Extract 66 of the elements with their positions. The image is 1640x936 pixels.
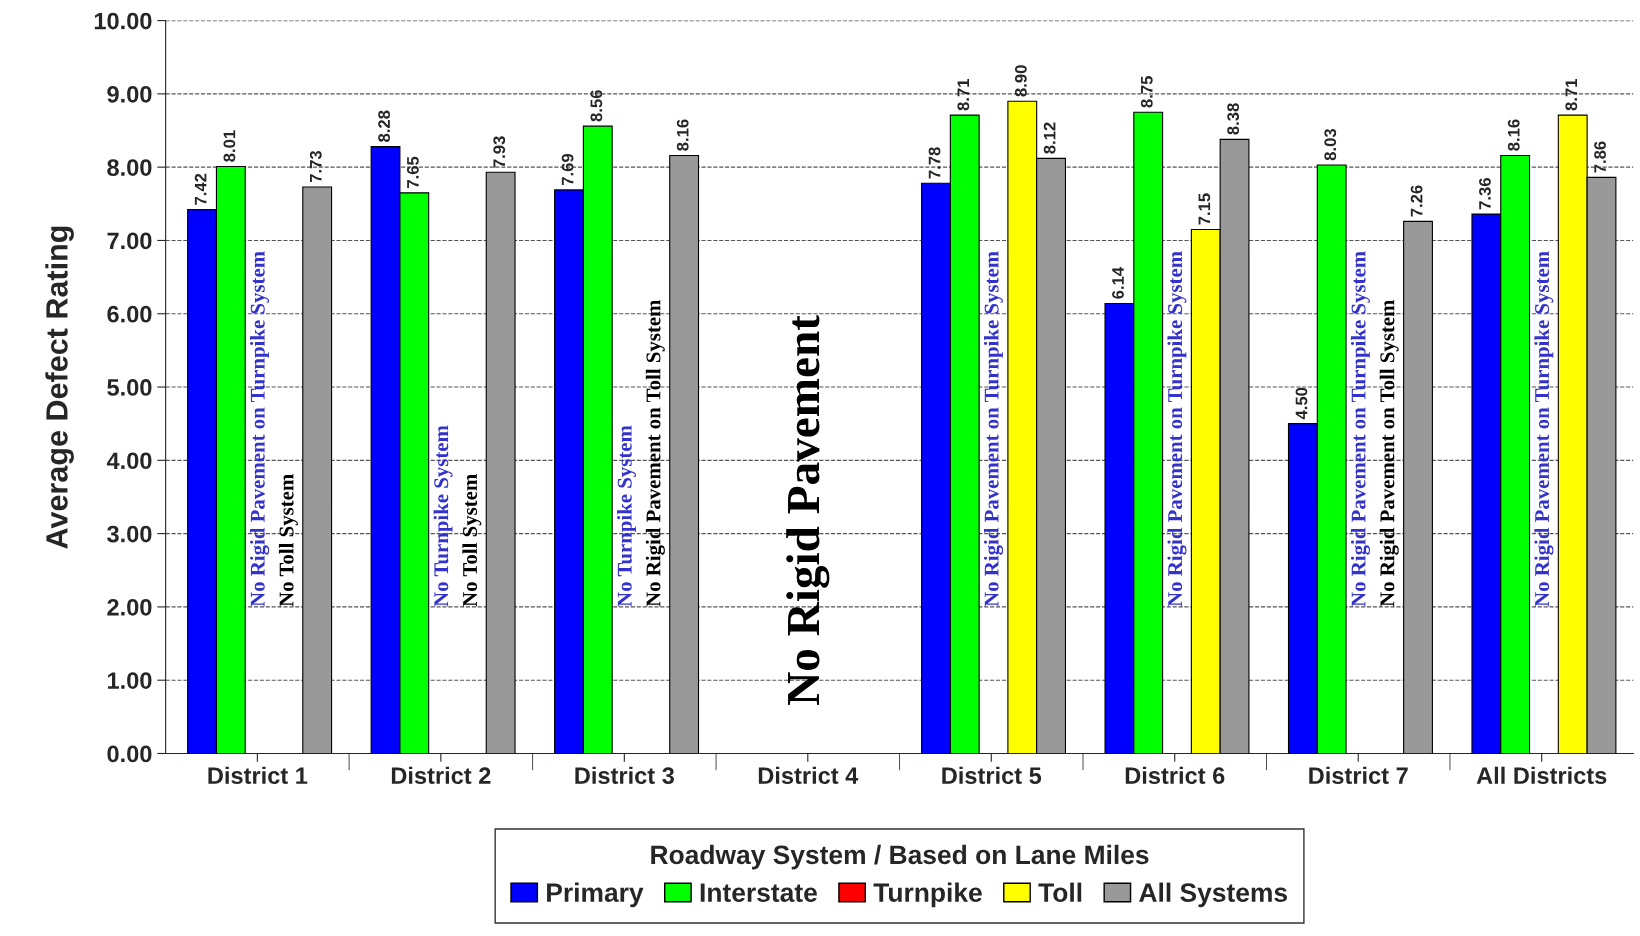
legend-label: Interstate — [700, 883, 817, 902]
data-label: 8.16 — [676, 119, 689, 151]
annotation: No Rigid Pavement on Toll System — [1379, 299, 1399, 607]
data-label: 7.42 — [194, 173, 207, 205]
y-tick-label: 7.00 — [107, 232, 152, 250]
y-axis-title: Average Defect Rating — [45, 226, 74, 549]
data-label: 7.78 — [928, 147, 941, 179]
y-tick-label: 2.00 — [107, 598, 152, 616]
data-label: 8.75 — [1140, 76, 1153, 108]
legend-title: Roadway System / Based on Lane Miles — [651, 844, 1149, 870]
x-tick-label: District 4 — [758, 766, 859, 785]
x-tick-label: District 1 — [208, 766, 308, 785]
data-label: 8.71 — [1565, 78, 1578, 111]
bar — [1403, 220, 1433, 754]
annotation: No Turnpike System — [617, 425, 637, 607]
legend-label: Toll — [1038, 882, 1082, 902]
annotation: No Rigid Pavement — [786, 315, 830, 705]
data-label: 7.26 — [1410, 185, 1423, 217]
data-label: 8.90 — [1014, 65, 1027, 97]
data-label: 4.50 — [1295, 387, 1308, 420]
legend-label: Turnpike — [873, 882, 982, 908]
annotation: No Turnpike System — [433, 425, 453, 607]
annotation: No Rigid Pavement on Turnpike System — [1167, 251, 1187, 607]
data-label: 8.01 — [223, 130, 236, 162]
annotation: No Rigid Pavement on Toll System — [645, 299, 665, 607]
y-tick-label: 3.00 — [107, 525, 152, 543]
y-tick-label: 4.00 — [106, 452, 152, 470]
annotation: No Rigid Pavement on Turnpike System — [983, 251, 1004, 607]
data-label: 8.16 — [1507, 119, 1520, 151]
data-label: 8.12 — [1043, 122, 1056, 154]
bar — [669, 154, 700, 754]
data-label: 7.69 — [561, 153, 574, 186]
data-label: 7.86 — [1594, 141, 1606, 173]
y-tick-label: 10.00 — [94, 12, 152, 30]
data-label: 8.56 — [590, 90, 603, 122]
legend-label: Primary — [547, 882, 644, 908]
data-label: 7.36 — [1479, 178, 1491, 210]
annotation: No Rigid Pavement on Turnpike System — [250, 251, 270, 607]
bar — [485, 171, 516, 754]
annotation: No Rigid Pavement on Turnpike System — [1350, 251, 1370, 607]
y-tick-label: 8.00 — [107, 159, 152, 176]
bar — [302, 186, 333, 754]
x-tick-label: District 6 — [1125, 766, 1225, 785]
data-label: 8.28 — [378, 110, 390, 142]
data-label: 6.14 — [1112, 266, 1124, 299]
data-label: 7.73 — [309, 150, 322, 183]
data-label: 8.71 — [957, 78, 970, 111]
y-tick-label: 6.00 — [107, 305, 152, 323]
y-tick-label: 1.00 — [107, 672, 152, 689]
data-label: 8.03 — [1324, 128, 1337, 161]
data-label: 7.93 — [493, 136, 506, 168]
y-tick-label: 5.00 — [107, 379, 152, 396]
y-tick-label: 9.00 — [107, 85, 152, 103]
x-tick-label: District 7 — [1309, 766, 1408, 785]
x-tick-label: District 2 — [391, 766, 491, 785]
x-tick-label: District 3 — [575, 766, 674, 785]
annotation: No Toll System — [278, 474, 298, 607]
x-tick-label: District 5 — [942, 766, 1042, 785]
data-label: 7.65 — [406, 156, 419, 188]
y-tick-label: 0.00 — [107, 745, 152, 763]
data-label: 7.15 — [1198, 193, 1211, 225]
x-tick-label: All Districts — [1476, 766, 1607, 785]
annotation: No Rigid Pavement on Turnpike System — [1534, 251, 1554, 607]
data-label: 8.38 — [1227, 103, 1240, 135]
annotation: No Toll System — [462, 474, 482, 607]
legend-label: All Systems — [1139, 882, 1287, 908]
